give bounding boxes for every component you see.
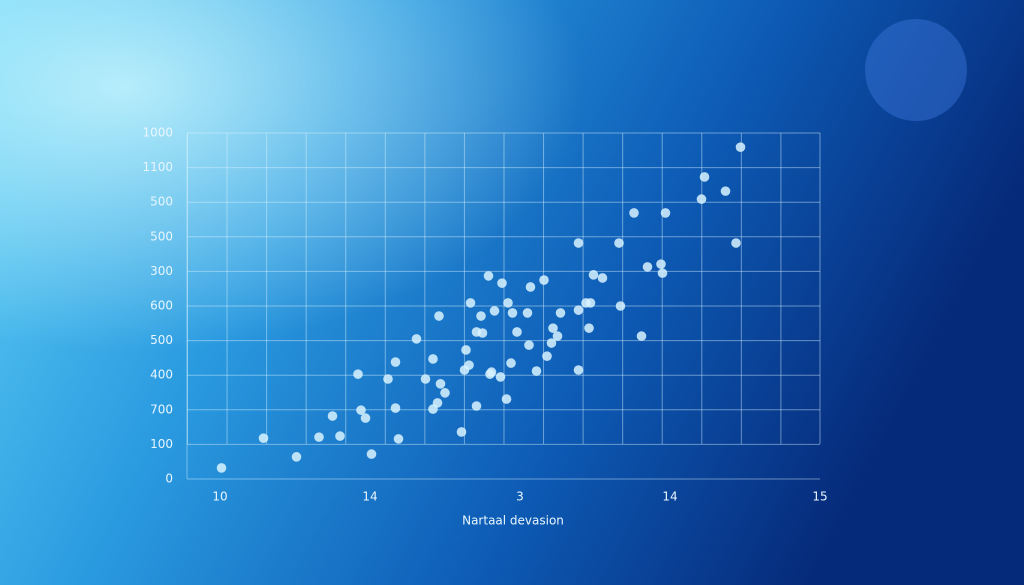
point [642, 262, 653, 272]
x-tick-label: 3 [516, 490, 524, 504]
point [524, 340, 534, 350]
point [542, 351, 552, 361]
point [573, 238, 584, 248]
point [435, 379, 446, 389]
y-tick-label: 100 [150, 437, 173, 451]
point [506, 358, 516, 368]
point [477, 328, 488, 338]
point [258, 433, 269, 443]
point [495, 372, 506, 382]
y-tick-label: 500 [150, 229, 173, 243]
point [456, 427, 467, 437]
point [548, 323, 558, 333]
y-tick-label: 1000 [142, 126, 173, 140]
point [552, 331, 563, 341]
point [440, 388, 450, 398]
point [696, 194, 707, 204]
point [597, 273, 608, 283]
point [461, 345, 471, 355]
point [471, 401, 482, 411]
point [335, 431, 345, 441]
point [216, 463, 227, 473]
point [656, 259, 666, 269]
point [503, 298, 513, 308]
y-tick-label: 500 [150, 333, 173, 347]
y-tick-label: 500 [150, 195, 173, 209]
point [428, 354, 438, 364]
point [512, 327, 522, 337]
point [731, 238, 741, 248]
point [699, 172, 710, 182]
point [573, 365, 584, 375]
point [629, 208, 639, 218]
point [483, 271, 494, 281]
point [636, 331, 647, 341]
point [353, 369, 363, 379]
y-tick-label: 600 [150, 299, 173, 313]
point [327, 411, 338, 421]
x-tick-label: 10 [212, 490, 227, 504]
y-tick-label: 1100 [142, 160, 173, 174]
point [411, 334, 422, 344]
point [735, 142, 746, 152]
point [660, 208, 671, 218]
point [366, 449, 377, 459]
point [573, 305, 584, 315]
point [588, 270, 599, 280]
y-tick-label: 700 [150, 402, 173, 416]
y-tick-label: 0 [165, 472, 173, 486]
point [546, 338, 557, 348]
point [525, 282, 536, 292]
point [539, 275, 549, 285]
point [486, 367, 497, 377]
point [393, 434, 404, 444]
point [531, 366, 542, 376]
point [489, 306, 500, 316]
point [585, 298, 596, 308]
point [615, 301, 626, 311]
point [501, 394, 512, 404]
x-tick-label: 14 [662, 490, 677, 504]
y-tick-label: 300 [150, 264, 173, 278]
vertical-grid [187, 133, 820, 444]
x-tick-label: 14 [362, 490, 377, 504]
point [390, 403, 401, 413]
point [291, 452, 302, 462]
point [614, 238, 624, 248]
point [476, 311, 486, 321]
x-tick-label: 15 [812, 490, 827, 504]
point [522, 308, 533, 318]
point [314, 432, 324, 442]
point [420, 374, 431, 384]
point [657, 268, 668, 278]
point [464, 360, 474, 370]
point [584, 323, 594, 333]
x-axis-label: Nartaal devasion [462, 514, 564, 528]
point [356, 405, 366, 415]
point [432, 398, 443, 408]
point [555, 308, 566, 318]
point [383, 374, 393, 384]
point [720, 186, 731, 196]
point [434, 311, 444, 321]
point [360, 413, 371, 423]
point [465, 298, 476, 308]
point [390, 357, 401, 367]
y-tick-label: 400 [150, 368, 173, 382]
decor-circle [865, 19, 967, 121]
point [507, 308, 518, 318]
point [497, 278, 507, 288]
